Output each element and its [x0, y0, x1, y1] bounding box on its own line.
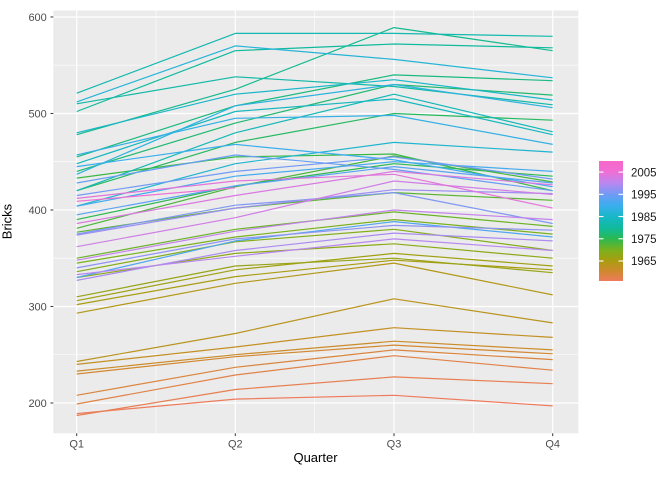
series-line-1995	[76, 156, 553, 197]
series-line-1984	[76, 98, 553, 165]
x-axis-tick-label: Q2	[228, 438, 243, 450]
series-line-1964	[76, 262, 553, 314]
legend-tick-label: 1975	[631, 234, 657, 246]
series-line-1959	[76, 349, 553, 396]
y-axis-tick-label: 200	[28, 398, 46, 410]
legend-tick-label: 1965	[631, 256, 657, 268]
legend-tick-label: 1995	[631, 190, 657, 202]
y-axis-tick-label: 400	[28, 205, 46, 217]
x-axis-title: Quarter	[293, 450, 338, 465]
series-line-1983	[76, 93, 553, 192]
legend-tick-label: 1985	[631, 212, 657, 224]
series-line-1961	[76, 340, 553, 372]
series-line-2003	[76, 170, 553, 225]
series-line-1991	[76, 161, 553, 207]
series-line-1960	[76, 344, 553, 375]
y-axis-tick-label: 600	[28, 12, 46, 24]
series-line-1957	[76, 376, 553, 417]
series-line-1987	[76, 45, 553, 103]
series-line-2004	[76, 173, 553, 209]
series-line-1986	[76, 141, 553, 207]
series-line-1985	[76, 79, 553, 134]
series-line-2005	[76, 187, 236, 202]
series-line-1989	[76, 114, 553, 156]
series-line-1994	[76, 154, 553, 192]
series-line-1973	[76, 155, 553, 229]
series-line-1980	[76, 43, 553, 113]
series-line-2001	[76, 209, 553, 261]
y-axis-title: Bricks	[0, 203, 15, 240]
series-line-1993	[76, 166, 553, 216]
series-line-1997	[76, 224, 553, 269]
x-axis-tick-label: Q3	[387, 438, 402, 450]
legend-colorbar	[599, 161, 623, 281]
series-line-1975	[76, 163, 553, 221]
series-line-1974	[76, 153, 553, 192]
series-line-2000	[76, 238, 553, 276]
series-line-1992	[76, 221, 553, 279]
series-line-1988	[76, 83, 553, 175]
series-line-2002	[76, 180, 553, 248]
legend-tick-label: 2005	[631, 167, 657, 179]
series-line-1970	[76, 219, 553, 264]
series-line-1982	[76, 32, 553, 94]
series-line-1990	[76, 143, 553, 188]
series-line-1958	[76, 355, 553, 405]
series-line-1978	[76, 74, 553, 158]
series-line-1969	[76, 228, 553, 273]
series-line-1979	[76, 27, 553, 136]
y-axis-tick-label: 500	[28, 108, 46, 120]
x-axis-tick-label: Q4	[545, 438, 560, 450]
series-line-1963	[76, 298, 553, 363]
series-line-1956	[76, 394, 553, 415]
series-line-1967	[76, 257, 553, 298]
y-axis-tick-label: 300	[28, 301, 46, 313]
series-line-1962	[76, 327, 553, 365]
x-axis-tick-label: Q1	[69, 438, 84, 450]
